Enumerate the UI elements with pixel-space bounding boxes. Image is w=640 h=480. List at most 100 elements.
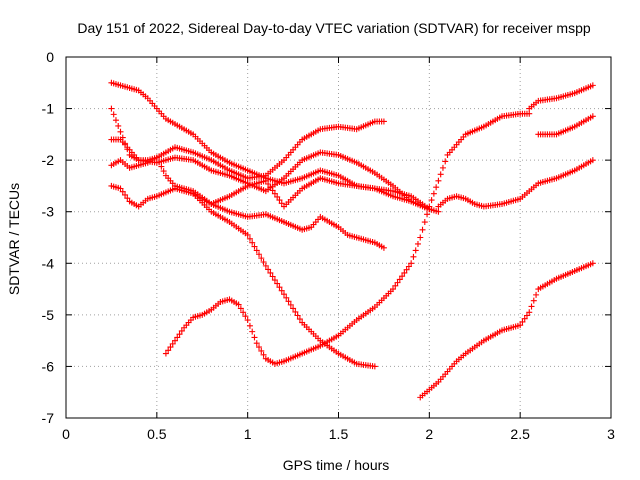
- data-point: [258, 347, 265, 354]
- data-point: [117, 128, 124, 135]
- data-point: [267, 269, 274, 276]
- x-axis-title: GPS time / hours: [283, 457, 390, 473]
- grid-lines: [66, 57, 611, 418]
- data-point: [112, 117, 119, 124]
- data-point: [274, 193, 281, 200]
- y-tick-label: -5: [42, 307, 55, 323]
- data-point: [528, 303, 535, 310]
- data-point: [249, 328, 256, 335]
- data-point: [589, 157, 596, 164]
- chart-title: Day 151 of 2022, Sidereal Day-to-day VTE…: [77, 20, 590, 36]
- data-point: [253, 340, 260, 347]
- data-point: [169, 340, 176, 347]
- data-marks: [108, 79, 596, 401]
- data-point: [274, 280, 281, 287]
- data-point: [256, 344, 263, 351]
- data-point: [437, 171, 444, 178]
- data-point: [442, 158, 449, 165]
- data-point: [371, 363, 378, 370]
- data-point: [278, 200, 285, 207]
- data-point: [265, 266, 272, 273]
- data-point: [401, 269, 408, 276]
- data-point: [235, 301, 242, 308]
- data-point: [408, 260, 415, 267]
- x-tick-label: 1.5: [329, 426, 349, 442]
- data-point: [162, 350, 169, 357]
- data-point: [167, 344, 174, 351]
- data-point: [242, 313, 249, 320]
- data-point: [396, 276, 403, 283]
- data-point: [435, 177, 442, 184]
- data-point: [271, 190, 278, 197]
- data-point: [237, 305, 244, 312]
- x-tick-label: 1: [244, 426, 252, 442]
- y-tick-label: -2: [42, 152, 55, 168]
- data-point: [276, 284, 283, 291]
- y-tick-label: -6: [42, 358, 55, 374]
- data-point: [178, 327, 185, 334]
- data-point: [271, 277, 278, 284]
- data-point: [174, 334, 181, 341]
- data-point: [176, 331, 183, 338]
- data-point: [256, 251, 263, 258]
- data-point: [414, 240, 421, 247]
- data-point: [269, 273, 276, 280]
- data-point: [296, 316, 303, 323]
- data-point: [265, 180, 272, 187]
- data-point: [426, 203, 433, 210]
- data-point: [278, 287, 285, 294]
- series-track-8: [435, 157, 596, 210]
- data-point: [158, 163, 165, 170]
- data-point: [439, 164, 446, 171]
- data-point: [419, 226, 426, 233]
- data-point: [521, 315, 528, 322]
- data-point: [122, 191, 129, 198]
- series-track-9: [417, 260, 596, 401]
- data-point: [251, 243, 258, 250]
- data-point: [530, 297, 537, 304]
- data-point: [281, 291, 287, 298]
- data-point: [428, 197, 435, 204]
- x-tick-label: 2: [425, 426, 433, 442]
- data-point: [249, 239, 256, 246]
- data-point: [108, 105, 115, 112]
- data-point: [240, 309, 247, 316]
- data-point: [403, 266, 410, 273]
- data-point: [290, 305, 297, 312]
- data-point: [244, 231, 251, 238]
- data-point: [156, 159, 163, 166]
- data-point: [519, 318, 526, 325]
- data-point: [124, 195, 131, 202]
- tick-labels: 0 0.5 1 1.5 2 2.5 3 0 -1 -2 -3 -4 -5 -6 -7: [42, 49, 616, 442]
- data-point: [172, 337, 178, 344]
- data-point: [294, 312, 301, 319]
- x-tick-label: 2.5: [510, 426, 530, 442]
- data-point: [589, 82, 596, 89]
- data-point: [110, 111, 117, 118]
- series-track-11: [526, 82, 596, 112]
- data-point: [246, 235, 253, 242]
- data-point: [380, 118, 387, 125]
- data-point: [262, 177, 269, 184]
- data-point: [421, 219, 428, 226]
- y-tick-label: 0: [46, 49, 54, 65]
- data-point: [523, 312, 530, 319]
- axis-ticks: [65, 56, 612, 419]
- data-point: [430, 190, 437, 197]
- series-track-6: [190, 190, 378, 370]
- data-point: [258, 255, 265, 262]
- data-point: [433, 184, 440, 191]
- data-point: [117, 185, 124, 192]
- data-point: [244, 317, 251, 324]
- x-tick-label: 3: [607, 426, 615, 442]
- data-point: [410, 253, 417, 260]
- y-tick-label: -3: [42, 204, 55, 220]
- data-point: [390, 286, 396, 293]
- data-point: [517, 322, 524, 329]
- data-point: [392, 282, 399, 289]
- data-point: [115, 122, 122, 129]
- data-point: [253, 247, 260, 254]
- data-point: [260, 258, 267, 265]
